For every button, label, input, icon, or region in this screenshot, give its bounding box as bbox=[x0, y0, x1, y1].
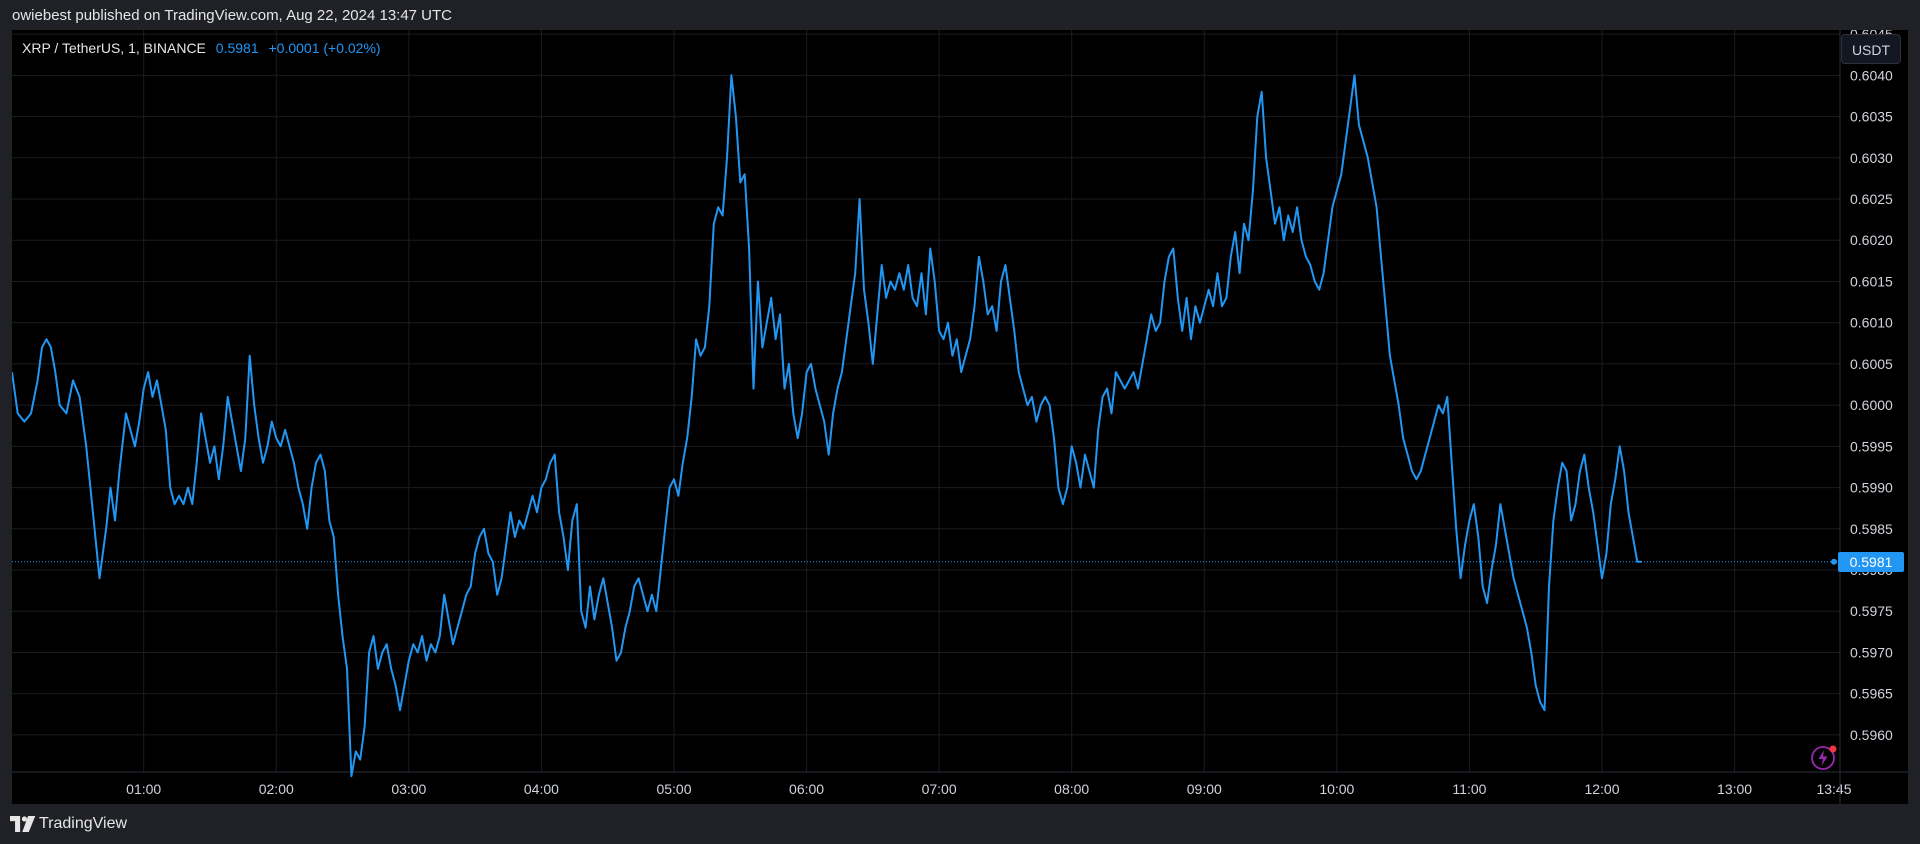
y-tick-label: 0.6010 bbox=[1850, 315, 1893, 331]
x-tick-label: 04:00 bbox=[524, 781, 559, 797]
x-tick-label: 11:00 bbox=[1452, 781, 1486, 797]
publish-info-text: owiebest published on TradingView.com, A… bbox=[12, 7, 453, 24]
symbol-label[interactable]: XRP / TetherUS, 1, BINANCE bbox=[22, 40, 206, 56]
y-tick-label: 0.6020 bbox=[1850, 232, 1893, 248]
x-tick-label: 13:00 bbox=[1717, 781, 1752, 797]
x-tick-label: 02:00 bbox=[259, 781, 294, 797]
y-tick-label: 0.5970 bbox=[1850, 644, 1893, 660]
y-tick-label: 0.6025 bbox=[1850, 191, 1893, 207]
chart-legend: XRP / TetherUS, 1, BINANCE 0.5981 +0.000… bbox=[22, 40, 381, 56]
legend-change: +0.0001 (+0.02%) bbox=[268, 40, 381, 56]
y-tick-label: 0.5965 bbox=[1850, 686, 1893, 702]
x-tick-label: 08:00 bbox=[1054, 781, 1089, 797]
y-tick-label: 0.5975 bbox=[1850, 603, 1893, 619]
y-tick-label: 0.6040 bbox=[1850, 67, 1893, 83]
y-tick-label: 0.5990 bbox=[1850, 480, 1893, 496]
lightning-bolt-icon[interactable] bbox=[1809, 742, 1839, 772]
x-tick-label: 13:45 bbox=[1816, 781, 1851, 797]
price-chart[interactable]: 0.60450.60400.60350.60300.60250.60200.60… bbox=[12, 30, 1908, 804]
y-tick-label: 0.6030 bbox=[1850, 150, 1893, 166]
x-tick-label: 06:00 bbox=[789, 781, 824, 797]
x-tick-label: 03:00 bbox=[391, 781, 426, 797]
footer: TradingView bbox=[0, 804, 1920, 844]
chart-pane[interactable]: 0.60450.60400.60350.60300.60250.60200.60… bbox=[12, 30, 1908, 804]
y-tick-label: 0.6000 bbox=[1850, 397, 1893, 413]
last-point-marker bbox=[1831, 558, 1837, 565]
x-tick-label: 01:00 bbox=[126, 781, 161, 797]
last-price-badge: 0.5981 bbox=[1838, 551, 1904, 572]
currency-button[interactable]: USDT bbox=[1841, 34, 1901, 64]
legend-price: 0.5981 bbox=[215, 40, 259, 56]
y-tick-label: 0.6035 bbox=[1850, 109, 1893, 125]
x-tick-label: 07:00 bbox=[922, 781, 957, 797]
tradingview-logo-icon bbox=[10, 816, 36, 832]
publish-header: owiebest published on TradingView.com, A… bbox=[0, 0, 1920, 30]
y-tick-label: 0.5995 bbox=[1850, 438, 1893, 454]
brand-name: TradingView bbox=[39, 815, 128, 832]
x-tick-label: 09:00 bbox=[1187, 781, 1222, 797]
y-tick-label: 0.6005 bbox=[1850, 356, 1893, 372]
y-tick-label: 0.5985 bbox=[1850, 521, 1893, 537]
y-tick-label: 0.6015 bbox=[1850, 273, 1893, 289]
x-tick-label: 05:00 bbox=[656, 781, 691, 797]
y-tick-label: 0.5960 bbox=[1850, 727, 1893, 743]
x-tick-label: 12:00 bbox=[1584, 781, 1619, 797]
x-tick-label: 10:00 bbox=[1319, 781, 1354, 797]
price-series-line bbox=[12, 74, 1642, 778]
